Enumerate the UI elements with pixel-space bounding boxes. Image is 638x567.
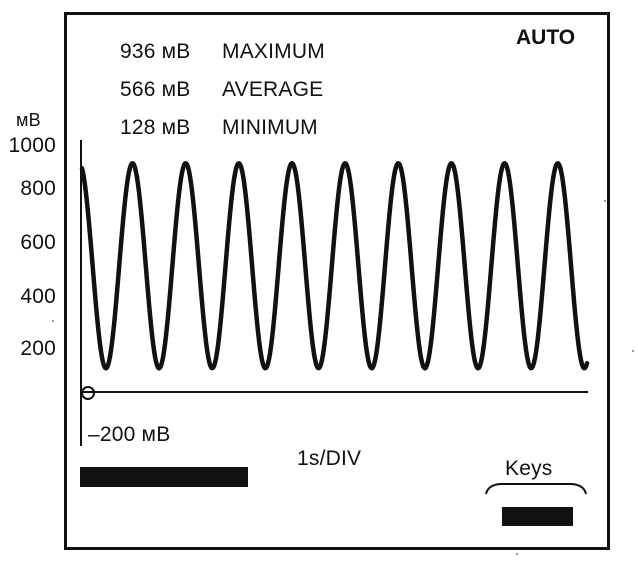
- negative-scale-label: –200 мВ: [88, 423, 171, 446]
- y-tick-400: 400: [20, 285, 56, 308]
- maximum-value: 936 мВ: [120, 40, 191, 63]
- minimum-value: 128 мВ: [120, 116, 191, 139]
- scan-speck: [632, 350, 634, 352]
- scan-speck: [604, 200, 606, 202]
- y-tick-600: 600: [20, 231, 56, 254]
- auto-mode-indicator: AUTO: [516, 26, 576, 49]
- signal-trace: [79, 160, 590, 371]
- maximum-label: MAXIMUM: [222, 40, 325, 63]
- scan-speck: [52, 320, 54, 322]
- average-value: 566 мВ: [120, 78, 191, 101]
- y-tick-200: 200: [20, 337, 56, 360]
- oscilloscope-screen: [64, 12, 610, 550]
- keys-label: Keys: [505, 457, 553, 480]
- average-label: AVERAGE: [222, 78, 324, 101]
- softkey-left-button[interactable]: [80, 467, 248, 487]
- minimum-label: MINIMUM: [222, 116, 318, 139]
- y-tick-800: 800: [20, 177, 56, 200]
- y-tick-1000: 1000: [8, 134, 56, 157]
- zero-marker-icon: [81, 386, 95, 400]
- y-axis-unit: мВ: [16, 110, 41, 130]
- softkey-right-button[interactable]: [502, 507, 573, 526]
- timebase-readout: 1s/DIV: [297, 447, 362, 470]
- scan-speck: [516, 553, 518, 555]
